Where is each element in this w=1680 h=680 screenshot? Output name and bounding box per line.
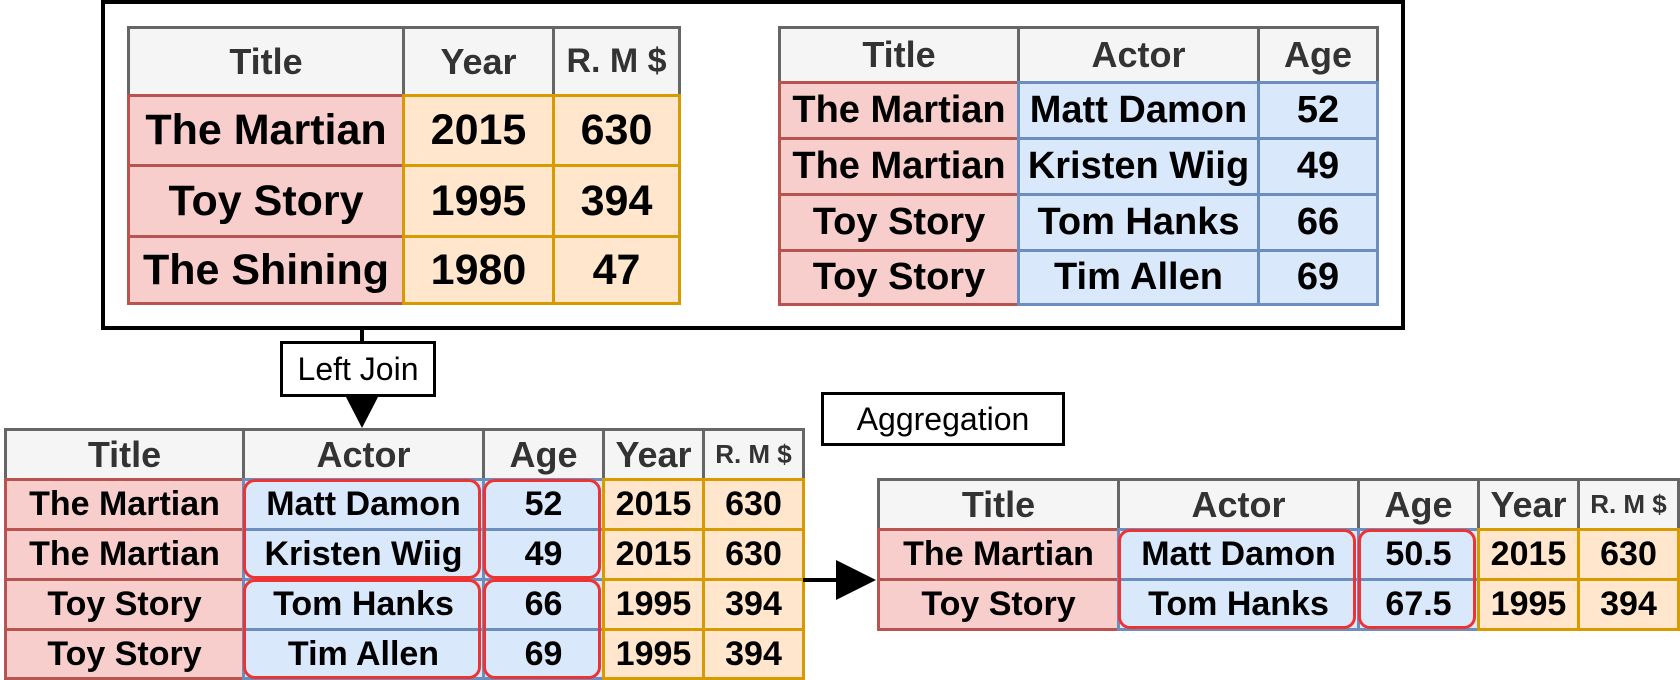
cell-year: 1995	[602, 628, 705, 680]
column-header-year: Year	[1477, 478, 1580, 531]
cell-year: 2015	[602, 478, 705, 531]
cell-age: 52	[1257, 81, 1379, 140]
cell-title: Toy Story	[4, 628, 245, 680]
cell-age: 49	[482, 528, 605, 581]
cell-title: Toy Story	[778, 193, 1020, 252]
cell-revenue: 630	[702, 478, 805, 531]
cell-title: Toy Story	[127, 164, 405, 238]
cell-age: 49	[1257, 137, 1379, 196]
column-header-age: Age	[482, 428, 605, 481]
aggregation-arrowhead	[836, 560, 876, 600]
cell-year: 2015	[602, 528, 705, 581]
cell-actor: Matt Damon	[242, 478, 485, 531]
cell-year: 1980	[402, 235, 555, 305]
cell-age: 69	[1257, 249, 1379, 306]
cell-revenue: 394	[552, 164, 681, 238]
column-header-year: Year	[402, 26, 555, 97]
cell-actor: Tom Hanks	[242, 578, 485, 631]
cell-revenue: 630	[702, 528, 805, 581]
column-header-age: Age	[1257, 26, 1379, 84]
cell-year: 1995	[1477, 578, 1580, 631]
aggregation-label: Aggregation	[821, 392, 1065, 446]
column-header-title: Title	[778, 26, 1020, 84]
cell-title: The Martian	[4, 478, 245, 531]
join-arrowhead	[346, 397, 378, 428]
cell-title: The Martian	[4, 528, 245, 581]
column-header-title: Title	[4, 428, 245, 481]
cell-age: 50.5	[1357, 528, 1480, 581]
cell-revenue: 394	[1577, 578, 1680, 631]
cell-year: 2015	[1477, 528, 1580, 581]
cell-actor: Kristen Wiig	[242, 528, 485, 581]
cell-actor: Tim Allen	[1017, 249, 1260, 306]
cell-title: The Martian	[877, 528, 1120, 581]
cell-title: The Martian	[778, 137, 1020, 196]
cell-title: Toy Story	[877, 578, 1120, 631]
column-header-revenue: R. M $	[1577, 478, 1680, 531]
cell-actor: Tom Hanks	[1117, 578, 1360, 631]
cell-age: 69	[482, 628, 605, 680]
cell-year: 1995	[402, 164, 555, 238]
cell-age: 66	[1257, 193, 1379, 252]
cell-year: 1995	[602, 578, 705, 631]
cell-year: 2015	[402, 94, 555, 167]
column-header-age: Age	[1357, 478, 1480, 531]
column-header-year: Year	[602, 428, 705, 481]
cell-age: 52	[482, 478, 605, 531]
cell-revenue: 47	[552, 235, 681, 305]
cell-actor: Tom Hanks	[1017, 193, 1260, 252]
cell-revenue: 630	[552, 94, 681, 167]
cell-revenue: 394	[702, 578, 805, 631]
cell-revenue: 394	[702, 628, 805, 680]
cell-actor: Matt Damon	[1017, 81, 1260, 140]
column-header-actor: Actor	[1117, 478, 1360, 531]
cell-age: 67.5	[1357, 578, 1480, 631]
column-header-revenue: R. M $	[552, 26, 681, 97]
cell-title: Toy Story	[778, 249, 1020, 306]
column-header-actor: Actor	[1017, 26, 1260, 84]
cell-actor: Tim Allen	[242, 628, 485, 680]
cell-revenue: 630	[1577, 528, 1680, 581]
cell-title: The Martian	[127, 94, 405, 167]
left-join-label: Left Join	[280, 341, 436, 397]
column-header-title: Title	[127, 26, 405, 97]
cell-title: The Shining	[127, 235, 405, 305]
column-header-title: Title	[877, 478, 1120, 531]
cell-title: Toy Story	[4, 578, 245, 631]
column-header-revenue: R. M $	[702, 428, 805, 481]
cell-actor: Matt Damon	[1117, 528, 1360, 581]
column-header-actor: Actor	[242, 428, 485, 481]
cell-actor: Kristen Wiig	[1017, 137, 1260, 196]
cell-title: The Martian	[778, 81, 1020, 140]
cell-age: 66	[482, 578, 605, 631]
